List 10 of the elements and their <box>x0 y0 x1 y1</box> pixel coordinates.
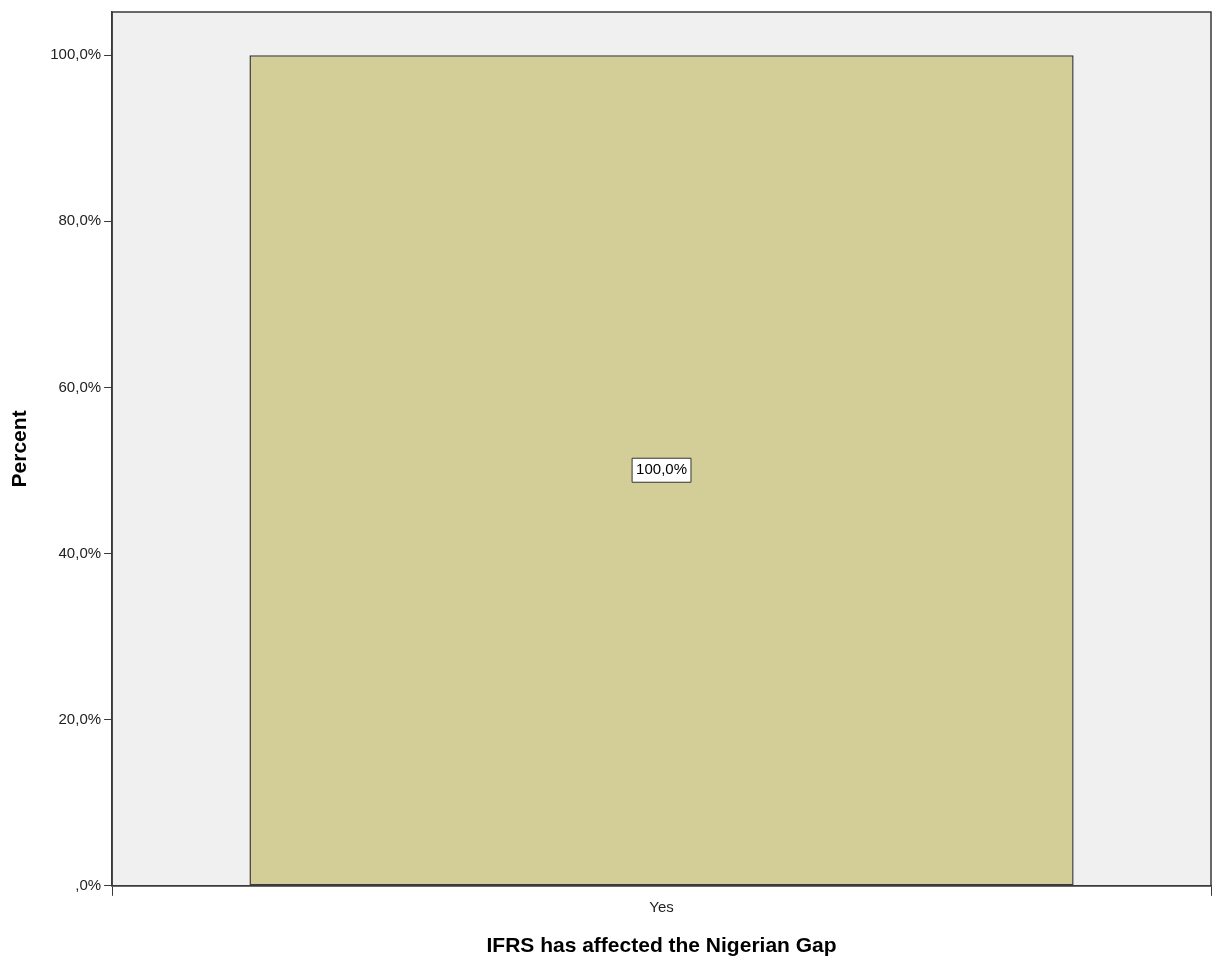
y-tick-label: 60,0% <box>58 377 102 395</box>
y-axis-title: Percent <box>7 410 31 488</box>
x-axis-title: IFRS has affected the Nigerian Gap <box>486 933 837 957</box>
y-tick-label: ,0% <box>75 875 102 893</box>
y-tick-label: 20,0% <box>58 709 102 727</box>
x-tick-label: Yes <box>649 897 674 915</box>
y-tick-label: 80,0% <box>58 211 102 229</box>
data-label: 100,0% <box>636 460 687 478</box>
y-tick-label: 40,0% <box>58 543 102 561</box>
y-tick-label: 100,0% <box>50 45 102 63</box>
